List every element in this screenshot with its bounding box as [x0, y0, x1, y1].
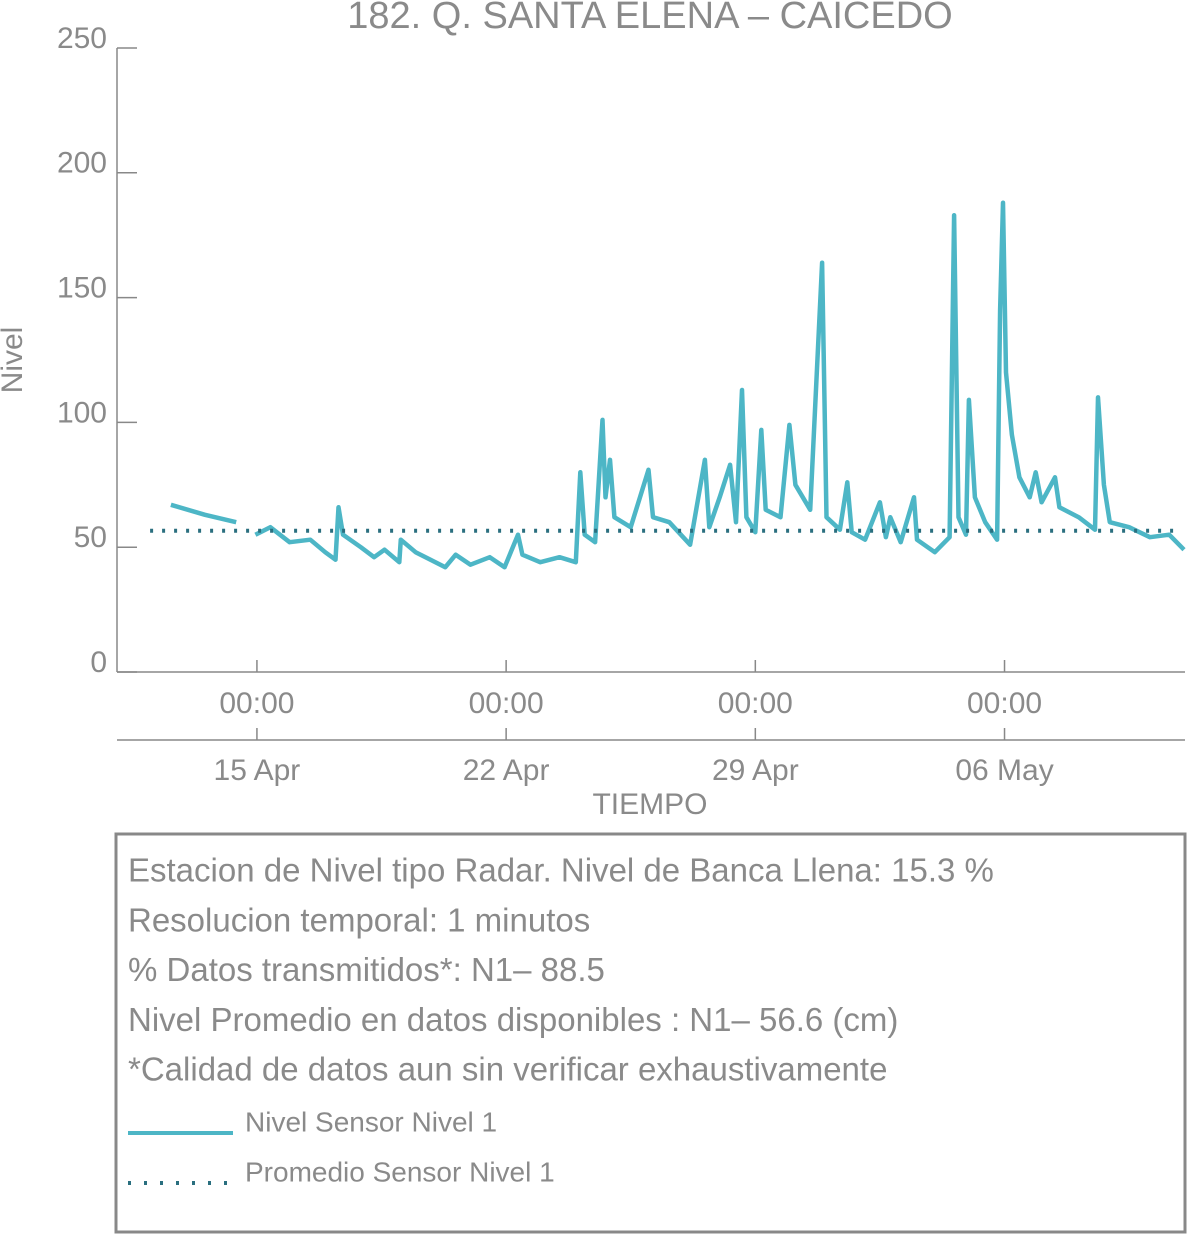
chart-title: 182. Q. SANTA ELENA – CAICEDO [347, 0, 952, 37]
info-line: *Calidad de datos aun sin verificar exha… [128, 1051, 887, 1088]
y-axis-label: Nivel [0, 327, 29, 394]
legend-box [114, 832, 1187, 1234]
x-tick-label: 00:00 [967, 687, 1042, 720]
y-tick-label: 200 [57, 147, 107, 180]
y-tick-label: 50 [74, 521, 107, 554]
y-tick-label: 100 [57, 396, 107, 429]
info-line: Estacion de Nivel tipo Radar. Nivel de B… [128, 852, 994, 889]
x-date-label: 29 Apr [712, 754, 799, 787]
y-tick-label: 150 [57, 272, 107, 305]
info-line: Resolucion temporal: 1 minutos [128, 901, 590, 938]
level-line [170, 200, 1186, 570]
legend-label: Nivel Sensor Nivel 1 [245, 1106, 497, 1137]
x-date-label: 22 Apr [463, 754, 550, 787]
x-date-label: 15 Apr [214, 754, 301, 787]
legend-label: Promedio Sensor Nivel 1 [245, 1156, 555, 1187]
info-line: % Datos transmitidos*: N1– 88.5 [128, 951, 605, 988]
x-tick-label: 00:00 [718, 687, 793, 720]
info-line: Nivel Promedio en datos disponibles : N1… [128, 1001, 898, 1038]
y-tick-label: 250 [57, 22, 107, 55]
x-date-label: 06 May [955, 754, 1053, 787]
x-axis-label: TIEMPO [592, 788, 707, 821]
y-tick-label: 0 [90, 646, 107, 679]
x-tick-label: 00:00 [219, 687, 294, 720]
x-tick-label: 00:00 [469, 687, 544, 720]
